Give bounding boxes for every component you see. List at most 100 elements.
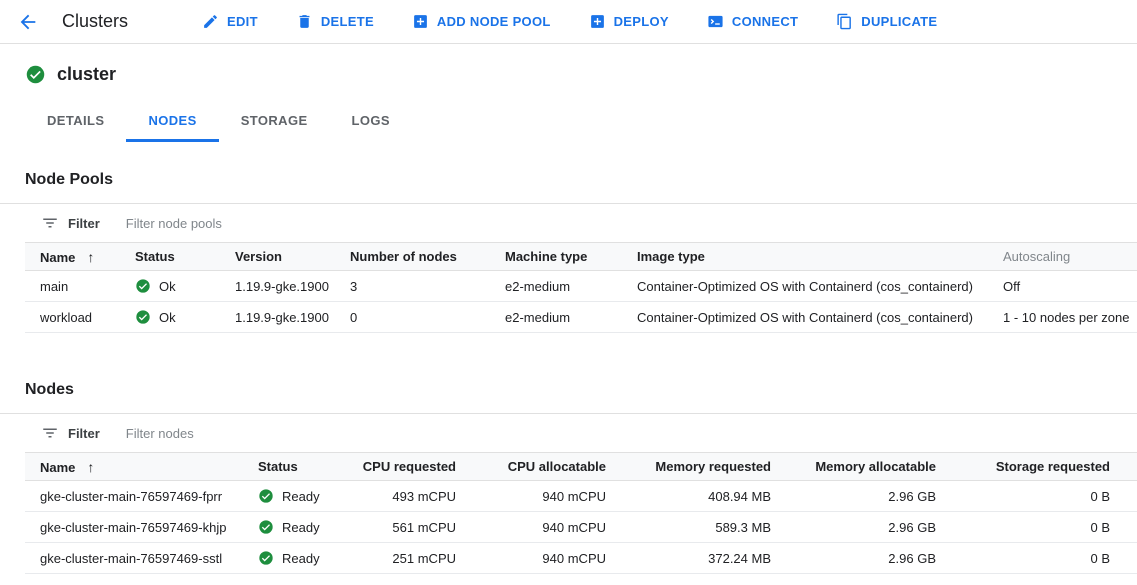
tab-storage[interactable]: STORAGE (219, 101, 330, 142)
cell-name: gke-cluster-main-76597469-fprr (25, 480, 258, 512)
nodes-filter-input[interactable] (125, 425, 1137, 441)
tab-details[interactable]: DETAILS (25, 101, 126, 142)
cell-value: 493 mCPU (360, 480, 470, 512)
nodes-heading: Nodes (25, 381, 74, 398)
status-ok-icon (259, 489, 273, 503)
col-version[interactable]: Version (235, 242, 350, 271)
sort-ascending-icon: ↑ (87, 248, 95, 265)
cell-value: 940 mCPU (470, 511, 620, 543)
cell-value: 1 - 10 nodes per zone (1003, 301, 1137, 333)
toolbar-actions: EDIT DELETE ADD NODE POOL DEPLOY CONNECT (202, 13, 937, 30)
col-name[interactable]: Name ↑ (25, 242, 135, 271)
cell-value: 2.96 GB (785, 511, 950, 543)
status-ok-icon (136, 310, 150, 324)
filter-icon (43, 218, 57, 228)
col-memory-allocatable[interactable]: Memory allocatable (785, 452, 950, 481)
cell-value: 940 mCPU (470, 480, 620, 512)
filter-icon (43, 428, 57, 438)
cell-value: 2.96 GB (785, 480, 950, 512)
col-number-of-nodes[interactable]: Number of nodes (350, 242, 505, 271)
cell-status: Ok (135, 270, 235, 302)
back-arrow-icon (20, 14, 36, 29)
cluster-tabs: DETAILS NODES STORAGE LOGS (25, 101, 1137, 142)
cell-value: 589.3 MB (620, 511, 785, 543)
cell-status: Ready (258, 542, 360, 574)
edit-button[interactable]: EDIT (202, 13, 258, 30)
cluster-status-ok-icon (26, 65, 45, 84)
delete-icon (299, 15, 310, 28)
col-cpu-allocatable[interactable]: CPU allocatable (470, 452, 620, 481)
cell-value: 561 mCPU (360, 511, 470, 543)
cell-name: gke-cluster-main-76597469-sstl (25, 542, 258, 574)
node-pools-heading: Node Pools (25, 171, 114, 188)
col-status[interactable]: Status (258, 452, 360, 481)
cell-status: Ready (258, 511, 360, 543)
table-row[interactable]: gke-cluster-main-76597469-sstl Ready 251 … (25, 542, 1137, 574)
edit-icon (204, 15, 217, 28)
col-machine-type[interactable]: Machine type (505, 242, 637, 271)
col-name[interactable]: Name ↑ (25, 452, 258, 481)
cluster-header: cluster (25, 64, 1137, 85)
duplicate-icon (837, 13, 852, 30)
connect-button[interactable]: CONNECT (707, 13, 798, 30)
node-pools-filter-row: Filter (0, 204, 1137, 242)
table-row[interactable]: main Ok 1.19.9-gke.1900 3 e2-medium Containe… (25, 270, 1137, 302)
cell-value: 251 mCPU (360, 542, 470, 574)
add-box-icon (414, 15, 427, 28)
cell-value: 3 (350, 270, 505, 302)
col-status[interactable]: Status (135, 242, 235, 271)
nodes-table: Name ↑ Status CPU requested CPU allocatab… (25, 452, 1137, 574)
node-pools-filter-input[interactable] (125, 215, 1137, 231)
top-toolbar: Clusters EDIT DELETE ADD NODE POOL DEPLO… (0, 0, 1137, 44)
cell-value: 0 B (950, 542, 1137, 574)
col-cpu-requested[interactable]: CPU requested (360, 452, 470, 481)
cell-value: 0 B (950, 480, 1137, 512)
table-row[interactable]: gke-cluster-main-76597469-khjp Ready 561 … (25, 511, 1137, 543)
filter-label: Filter (68, 215, 100, 231)
col-storage-requested[interactable]: Storage requested (950, 452, 1137, 481)
delete-button[interactable]: DELETE (296, 13, 374, 30)
status-ok-icon (136, 279, 150, 293)
cell-value: 1.19.9-gke.1900 (235, 270, 350, 302)
table-header-row: Name ↑ Status Version Number of nodes Mac… (25, 242, 1137, 271)
cell-value: e2-medium (505, 301, 637, 333)
cell-name: main (25, 270, 135, 302)
cell-value: e2-medium (505, 270, 637, 302)
divider (0, 413, 1137, 414)
cell-value: 0 (350, 301, 505, 333)
cluster-name: cluster (57, 64, 117, 84)
cell-value: Container-Optimized OS with Containerd (… (637, 301, 1003, 333)
filter-label: Filter (68, 425, 100, 441)
cell-value: Container-Optimized OS with Containerd (… (637, 270, 1003, 302)
cell-value: 372.24 MB (620, 542, 785, 574)
add-node-pool-button[interactable]: ADD NODE POOL (412, 13, 551, 30)
node-pools-table: Name ↑ Status Version Number of nodes Mac… (25, 242, 1137, 333)
col-image-type[interactable]: Image type (637, 242, 1003, 271)
table-header-row: Name ↑ Status CPU requested CPU allocatab… (25, 452, 1137, 481)
table-row[interactable]: workload Ok 1.19.9-gke.1900 0 e2-medium Cont… (25, 301, 1137, 333)
status-ok-icon (259, 551, 273, 565)
col-memory-requested[interactable]: Memory requested (620, 452, 785, 481)
nodes-filter-row: Filter (0, 414, 1137, 452)
col-autoscaling[interactable]: Autoscaling (1003, 242, 1137, 271)
cell-value: 408.94 MB (620, 480, 785, 512)
page-title: Clusters (62, 11, 129, 31)
divider (0, 203, 1137, 204)
status-ok-icon (259, 520, 273, 534)
back-button[interactable] (16, 10, 40, 34)
deploy-button[interactable]: DEPLOY (589, 13, 669, 30)
cell-value: Off (1003, 270, 1137, 302)
tab-nodes[interactable]: NODES (126, 101, 219, 142)
table-row[interactable]: gke-cluster-main-76597469-fprr Ready 493 … (25, 480, 1137, 512)
tab-logs[interactable]: LOGS (330, 101, 412, 142)
cell-value: 0 B (950, 511, 1137, 543)
add-box-icon (590, 15, 604, 28)
cell-value: 2.96 GB (785, 542, 950, 574)
cell-name: workload (25, 301, 135, 333)
cell-value: 1.19.9-gke.1900 (235, 301, 350, 333)
cell-name: gke-cluster-main-76597469-khjp (25, 511, 258, 543)
cell-status: Ok (135, 301, 235, 333)
cell-status: Ready (258, 480, 360, 512)
sort-ascending-icon: ↑ (87, 458, 95, 475)
duplicate-button[interactable]: DUPLICATE (836, 13, 937, 30)
